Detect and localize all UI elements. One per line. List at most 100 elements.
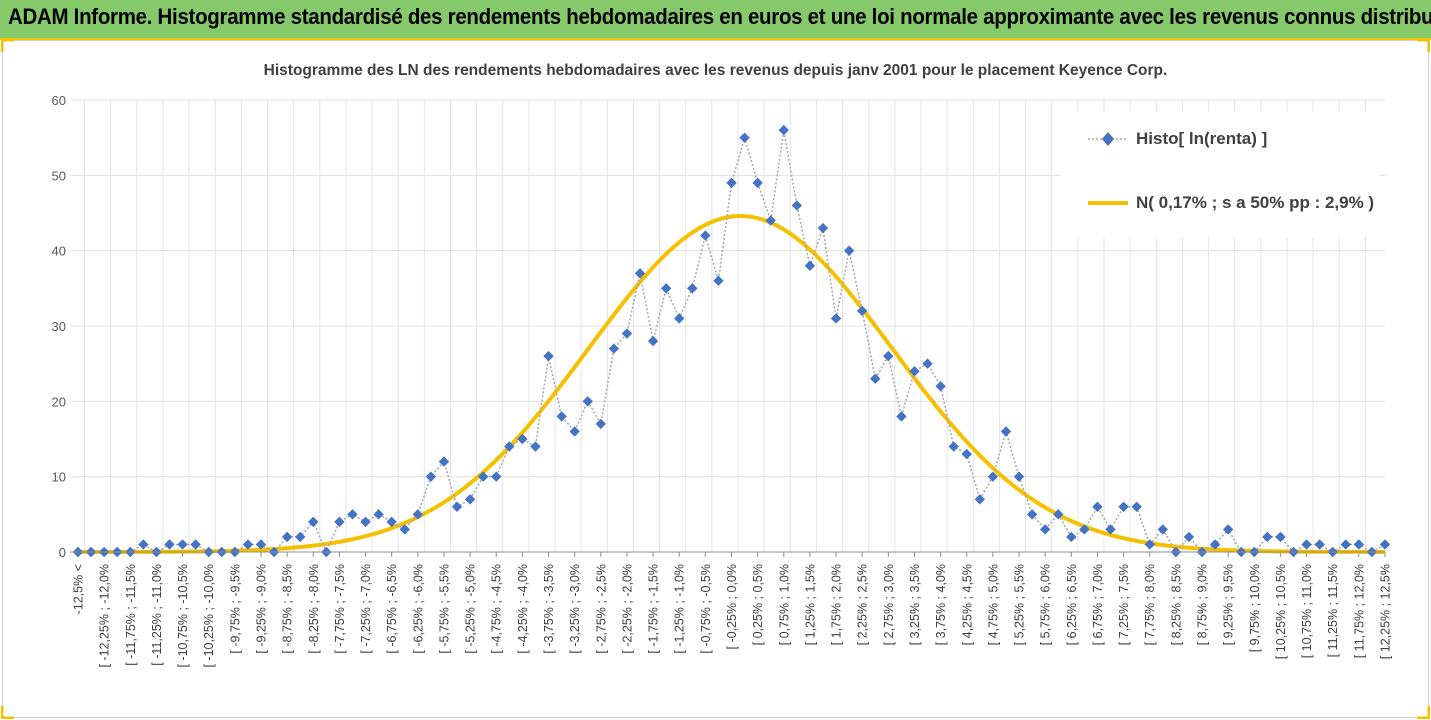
histo-point [425, 471, 437, 482]
normal-curve-layer [77, 214, 1385, 554]
x-tick-label: [ 7,75% ; 8,0% [1143, 564, 1157, 645]
histo-point [804, 260, 816, 271]
histo-point [334, 516, 345, 528]
x-tick-label: [ 6,75% ; 7,0% [1091, 564, 1105, 645]
histo-point [935, 381, 946, 392]
x-tick-label: [ -8,25% ; -8,0% [307, 564, 321, 654]
frame-corner-top-right [1417, 39, 1430, 52]
histo-point [752, 177, 763, 189]
x-tick-label: [ 2,75% ; 3,0% [882, 564, 896, 645]
histo-point [491, 471, 502, 482]
x-tick-label: [ 7,25% ; 7,5% [1117, 564, 1131, 645]
histo-point [138, 539, 149, 550]
y-tick-label: 10 [52, 470, 66, 485]
histo-point [164, 539, 175, 550]
x-tick-label: [ 0,25% ; 0,5% [751, 564, 765, 645]
histo-point [386, 516, 397, 528]
histo-point [909, 366, 920, 377]
histo-point [373, 509, 384, 520]
histo-point [1092, 501, 1103, 512]
x-tick-label: [ 1,75% ; 2,0% [830, 564, 844, 645]
y-tick-label: 40 [52, 244, 66, 259]
histo-point [556, 411, 567, 422]
histo-point [987, 471, 999, 482]
y-tick-label: 50 [52, 168, 66, 183]
histo-point [1013, 471, 1025, 482]
y-tick-label: 30 [52, 319, 66, 334]
x-tick-label: [ 3,75% ; 4,0% [934, 564, 948, 645]
histo-point [857, 305, 868, 317]
histo-point [922, 358, 933, 369]
histo-point [1066, 531, 1077, 543]
x-tick-label: [ 8,25% ; 8,5% [1169, 564, 1183, 645]
x-tick-label: [ -0,75% ; -0,5% [699, 564, 713, 654]
histo-point [843, 245, 855, 256]
histo-point [190, 539, 201, 550]
legend: Histo[ ln(renta) ] N( 0,17% ; s a 50% pp… [1060, 112, 1380, 237]
histo-point [608, 343, 620, 354]
chart-frame [1, 39, 1430, 719]
histo-point [1105, 524, 1116, 535]
histo-point [1222, 524, 1234, 535]
x-tick-label: [ -1,75% ; -1,5% [647, 564, 661, 654]
normal-curve-line [77, 214, 1385, 554]
legend-entry-histo: Histo[ ln(renta) ] [1088, 124, 1267, 154]
histo-point [1053, 509, 1064, 520]
histo-point [1379, 539, 1391, 550]
histo-point [1144, 539, 1155, 550]
histo-point [647, 335, 659, 347]
histo-point [961, 448, 972, 460]
histo-point [634, 268, 646, 279]
x-tick-label: [ 3,25% ; 3,5% [908, 564, 922, 645]
histo-point [1262, 531, 1273, 543]
histo-point [451, 501, 463, 512]
frame-corner-bottom-right [1417, 706, 1430, 719]
x-tick-label: [ -8,75% ; -8,5% [281, 564, 295, 654]
x-tick-label: [ -4,75% ; -4,5% [490, 564, 504, 654]
histo-point [281, 531, 293, 543]
x-tick-label: [ -5,75% ; -5,5% [437, 564, 451, 654]
x-tick-label: [ -11,25% ; -11,0% [150, 564, 164, 666]
x-tick-label: [ 1,25% ; 1,5% [803, 564, 817, 645]
x-tick-label: [ -7,25% ; -7,0% [359, 564, 373, 654]
y-axis-tick-labels: 0 10 20 30 40 50 60 [52, 93, 66, 560]
histo-point [1275, 531, 1286, 543]
histo-point [1118, 501, 1129, 512]
x-tick-label: [ -10,25% ; -10,0% [202, 564, 216, 668]
histo-point [713, 275, 724, 286]
y-tick-label: 0 [59, 545, 66, 560]
x-tick-label: -12,5% < [72, 564, 86, 614]
x-tick-label: [ 10,75% ; 11,0% [1300, 564, 1314, 658]
frame-corner-top-left [1, 39, 14, 52]
histo-point [870, 373, 881, 384]
x-tick-label: [ 8,75% ; 9,0% [1196, 564, 1210, 645]
histo-point [477, 471, 489, 482]
x-tick-label: [ -3,75% ; -3,5% [542, 564, 556, 654]
histo-point [883, 350, 894, 362]
histo-point [347, 509, 358, 520]
legend-marker-normal [1088, 201, 1128, 205]
x-tick-label: [ -0,25% ; 0,0% [725, 564, 739, 649]
frame-corner-bottom-left [1, 706, 14, 719]
histo-point [1079, 524, 1090, 535]
histo-point [1000, 426, 1012, 437]
x-tick-label: [ 6,25% ; 6,5% [1065, 564, 1079, 645]
histo-point [294, 531, 306, 543]
x-tick-label: [ 9,75% ; 10,0% [1248, 564, 1262, 652]
legend-label-histo: Histo[ ln(renta) ] [1136, 129, 1268, 148]
histo-point [1131, 501, 1142, 512]
histo-point [504, 441, 515, 452]
histo-point [687, 283, 698, 294]
histo-point [1340, 539, 1351, 550]
histo-point [896, 411, 907, 422]
x-tick-label: [ -2,75% ; -2,5% [594, 564, 608, 654]
histo-point [1039, 524, 1051, 535]
x-tick-label: [ -6,25% ; -6,0% [411, 564, 425, 654]
histo-point [412, 509, 424, 520]
histo-point [438, 456, 450, 467]
histo-point [595, 418, 606, 430]
x-tick-label: [ 4,25% ; 4,5% [960, 564, 974, 645]
x-tick-label: [ 0,75% ; 1,0% [777, 564, 791, 645]
x-tick-label: [ 11,75% ; 12,0% [1352, 564, 1366, 658]
